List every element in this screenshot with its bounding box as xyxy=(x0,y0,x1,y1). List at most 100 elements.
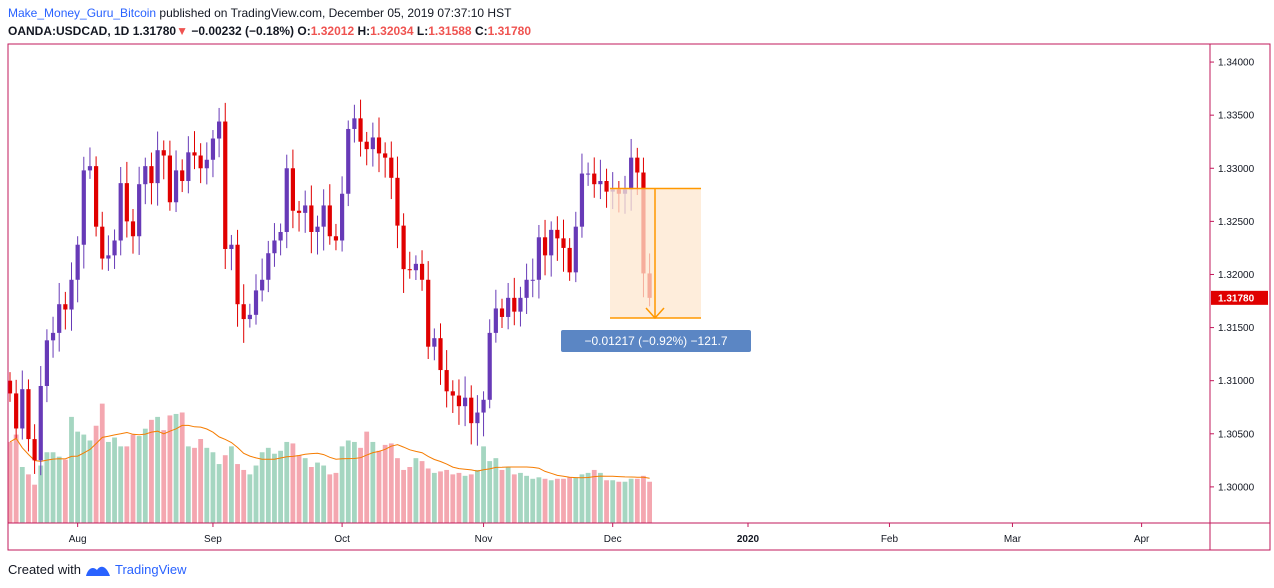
volume-bar xyxy=(333,472,339,523)
candle-body xyxy=(524,279,529,298)
volume-bar xyxy=(167,415,173,523)
candle-body xyxy=(167,155,172,203)
candle-body xyxy=(106,255,111,259)
volume-bar xyxy=(50,452,56,523)
candle-body xyxy=(512,297,517,312)
candle-body xyxy=(567,247,572,273)
candle-body xyxy=(210,138,216,160)
volume-bar xyxy=(622,481,628,523)
volume-bar xyxy=(198,439,204,523)
tradingview-brand-link[interactable]: TradingView xyxy=(114,562,187,577)
volume-bar xyxy=(69,416,74,523)
volume-bar xyxy=(561,478,566,523)
volume-bar xyxy=(554,478,560,523)
volume-bar xyxy=(530,478,536,523)
volume-bar xyxy=(401,469,406,523)
last-price-tag xyxy=(1211,290,1268,305)
volume-bar xyxy=(616,481,622,523)
candle-body xyxy=(198,155,203,169)
price-axis[interactable]: 1.30000 1.30500 1.31000 1.31500 1.32000 1.325… xyxy=(1210,58,1255,494)
volume-bar xyxy=(628,478,634,523)
symbol-label[interactable]: OANDA:USDCAD, 1D xyxy=(8,24,130,38)
volume-bar xyxy=(315,462,320,523)
candle-body xyxy=(383,153,388,158)
candle-body xyxy=(598,181,603,185)
volume-bar xyxy=(395,458,400,523)
price-tick-label: 1.33000 xyxy=(1218,164,1255,175)
volume-bar xyxy=(241,469,247,523)
candle-body xyxy=(549,229,554,256)
candle-body xyxy=(475,412,480,424)
candle-body xyxy=(352,118,357,129)
price-chart[interactable]: −0.01217 (−0.92%) −121.7 1.300001.305001… xyxy=(0,0,1274,560)
volume-bar xyxy=(149,419,154,523)
volume-bar xyxy=(407,467,413,523)
candle-body xyxy=(592,173,597,185)
candle-body xyxy=(26,389,31,440)
volume-bar xyxy=(425,468,431,523)
volume-bar xyxy=(634,478,640,523)
volume-bar xyxy=(542,478,548,523)
volume-bar xyxy=(518,472,523,523)
volume-bar xyxy=(130,434,136,523)
volume-bar xyxy=(7,441,13,523)
price-range-measure[interactable]: −0.01217 (−0.92%) −121.7 xyxy=(561,187,751,353)
header-ohlc-line: OANDA:USDCAD, 1D 1.31780▼ −0.00232 (−0.1… xyxy=(8,22,531,40)
volume-bar xyxy=(56,456,62,523)
time-tick-label: Sep xyxy=(204,534,222,545)
candle-body xyxy=(290,168,295,211)
volume-bar xyxy=(296,455,302,523)
candle-body xyxy=(247,314,252,320)
volume-bar xyxy=(99,403,105,523)
volume-bar xyxy=(438,471,443,523)
volume-bar xyxy=(456,472,462,523)
volume-bar xyxy=(112,437,117,523)
candle-body xyxy=(407,269,412,271)
candle-body xyxy=(364,141,369,150)
candle-body xyxy=(161,150,166,156)
candle-body xyxy=(112,240,117,256)
volume-bar xyxy=(26,474,31,523)
volume-bar xyxy=(413,458,419,523)
volume-bar xyxy=(598,472,603,523)
volume-bar xyxy=(345,440,351,523)
volume-bar xyxy=(161,430,167,523)
candle-body xyxy=(579,173,585,227)
time-axis[interactable]: Aug Sep Oct Nov Dec 2020 Feb Mar Apr xyxy=(69,523,1150,545)
volume-bar xyxy=(253,465,259,523)
candle-body xyxy=(253,290,259,315)
measure-label-box xyxy=(561,330,751,353)
candle-body xyxy=(81,170,86,245)
candle-body xyxy=(555,229,560,239)
volume-bar xyxy=(185,446,191,523)
candle-body xyxy=(629,157,634,190)
candle-body xyxy=(143,166,148,185)
volume-bar xyxy=(272,453,277,523)
candle-body xyxy=(63,304,68,310)
volume-moving-average-line xyxy=(9,424,650,479)
last-price: 1.31780 xyxy=(132,24,177,38)
candle-body xyxy=(586,173,591,175)
volume-bar xyxy=(481,446,486,523)
candle-body xyxy=(487,332,492,400)
volume-bar xyxy=(247,474,253,523)
candle-body xyxy=(573,226,578,273)
volume-bar xyxy=(44,452,50,523)
volume-bar xyxy=(278,450,283,523)
candle-body xyxy=(438,338,443,371)
volume-bar xyxy=(468,474,474,523)
price-tick-label: 1.33500 xyxy=(1218,111,1255,122)
candle-body xyxy=(124,183,129,222)
volume-bar xyxy=(610,480,616,523)
author-link[interactable]: Make_Money_Guru_Bitcoin xyxy=(8,6,157,20)
candle-body xyxy=(229,244,234,249)
candle-body xyxy=(87,166,93,171)
candle-body xyxy=(358,118,363,142)
volume-bars xyxy=(7,403,652,523)
volume-bar xyxy=(444,469,450,523)
candle-body xyxy=(333,236,339,241)
volume-bar xyxy=(142,428,148,523)
candle-body xyxy=(94,166,99,227)
price-tick-label: 1.30500 xyxy=(1218,429,1255,440)
volume-bar xyxy=(75,431,81,523)
